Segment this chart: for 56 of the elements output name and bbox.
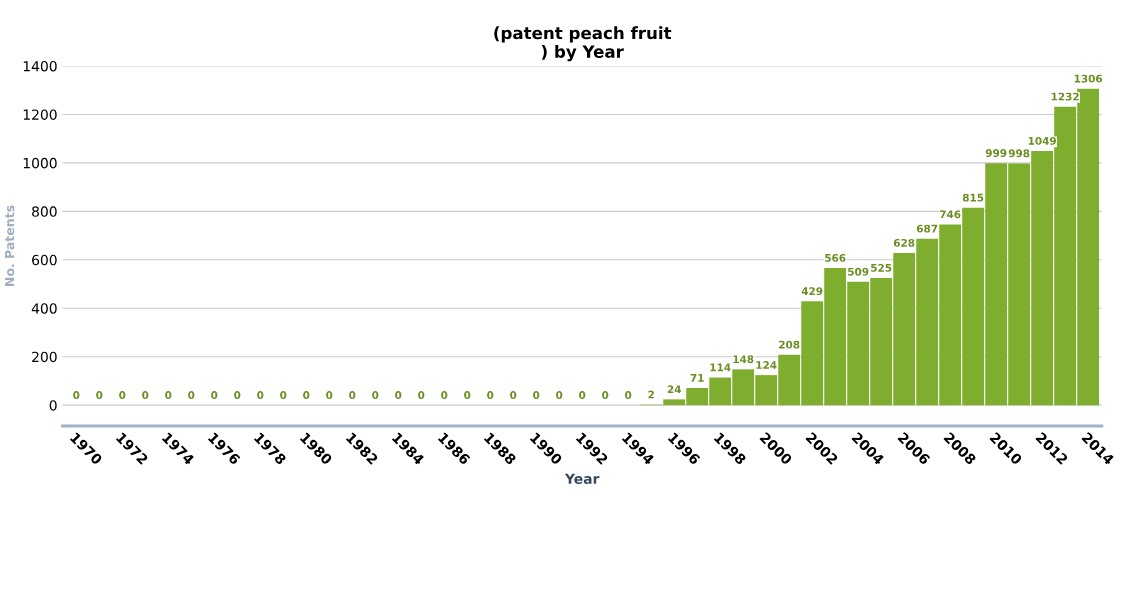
data-label: 0	[533, 391, 540, 399]
data-label: 815	[962, 193, 984, 202]
data-label: 0	[142, 391, 149, 399]
data-label: 0	[234, 391, 241, 399]
data-label: 208	[779, 340, 800, 349]
data-label: 0	[418, 391, 425, 399]
data-label: 1306	[1074, 74, 1103, 83]
data-label: 0	[165, 391, 172, 399]
data-label: 148	[733, 355, 754, 364]
data-label: 0	[579, 391, 586, 399]
data-label: 0	[303, 391, 310, 399]
data-label: 0	[188, 391, 195, 399]
chart-title: (patent peach fruit ) by Year	[494, 26, 672, 62]
data-label: 0	[257, 391, 264, 399]
y-tick-label: 600	[32, 254, 57, 266]
data-label: 0	[73, 391, 80, 399]
data-label: 0	[556, 391, 563, 399]
data-label: 0	[326, 391, 333, 399]
y-tick-label: 400	[31, 303, 57, 314]
data-label: 0	[510, 391, 517, 399]
data-label: 0	[280, 391, 287, 399]
data-label: 0	[625, 391, 632, 399]
y-tick-label: 800	[32, 206, 57, 217]
data-label: 509	[848, 267, 869, 276]
data-label: 71	[690, 374, 704, 382]
data-label: 0	[349, 391, 356, 399]
data-label: 0	[441, 391, 448, 399]
y-tick-label: 1400	[23, 60, 57, 72]
data-label: 2	[648, 390, 654, 399]
data-label: 124	[756, 361, 777, 369]
x-axis-title: Year	[564, 473, 600, 485]
data-label: 429	[801, 287, 823, 296]
data-label: 114	[710, 363, 731, 372]
data-label: 0	[119, 391, 126, 399]
data-label: 746	[939, 210, 961, 219]
data-label: 0	[395, 391, 402, 399]
data-label: 0	[602, 391, 609, 399]
y-tick-label: 200	[32, 351, 57, 363]
y-tick-label: 1000	[23, 157, 57, 169]
data-label: 566	[825, 253, 846, 262]
y-tick-label: 1200	[23, 109, 57, 120]
data-label: 687	[916, 224, 938, 233]
data-label: 525	[871, 263, 892, 272]
y-axis-title: No. Patents	[5, 205, 15, 286]
data-label: 1049	[1028, 136, 1056, 145]
data-label: 24	[667, 385, 681, 394]
data-label: 0	[96, 391, 103, 399]
data-label: 628	[893, 238, 915, 247]
data-label: 0	[487, 391, 494, 399]
data-label: 1232	[1051, 92, 1079, 101]
y-tick-label: 0	[49, 400, 57, 411]
data-label: 0	[211, 391, 218, 399]
data-label: 0	[464, 391, 471, 399]
data-label: 998	[1008, 149, 1030, 158]
data-label: 0	[372, 391, 379, 399]
data-label: 999	[985, 149, 1007, 157]
